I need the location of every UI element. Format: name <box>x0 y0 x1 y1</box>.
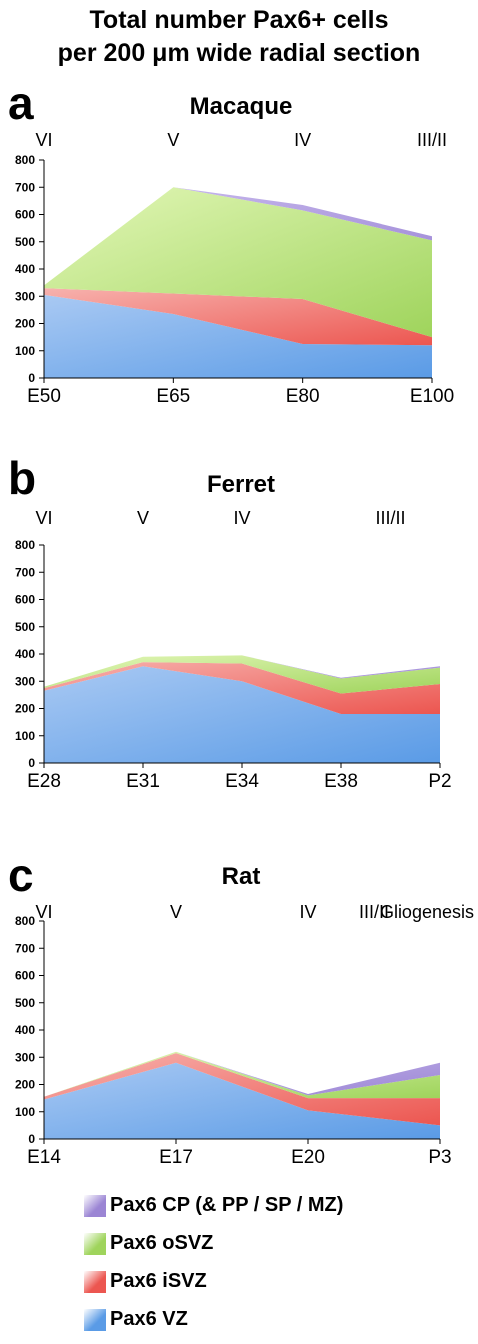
phase-label: VI <box>35 902 53 922</box>
y-tick-label: 400 <box>15 262 35 276</box>
x-tick-label: E31 <box>126 771 160 792</box>
y-tick-label: 0 <box>28 1132 35 1146</box>
y-tick-label: 700 <box>15 941 35 955</box>
y-tick-label: 100 <box>15 344 35 358</box>
phase-label: VI <box>35 508 53 528</box>
y-tick-label: 100 <box>15 729 35 743</box>
area-vz <box>44 666 440 763</box>
panel-title-macaque: Macaque <box>189 93 293 120</box>
legend-swatch-osvz <box>84 1233 106 1255</box>
area-osvz <box>44 187 432 338</box>
y-tick-label: 300 <box>15 289 35 303</box>
phase-label: VI <box>35 130 53 150</box>
x-tick-label: E20 <box>291 1147 325 1168</box>
y-tick-label: 800 <box>15 153 35 167</box>
phase-label: III/II <box>358 902 390 922</box>
legend-swatch-cp <box>84 1195 106 1217</box>
y-tick-label: 400 <box>15 1023 35 1037</box>
x-tick-label: E34 <box>225 771 259 792</box>
x-tick-label: P3 <box>428 1147 451 1168</box>
x-tick-label: E65 <box>156 386 190 407</box>
area-isvz <box>44 1053 440 1126</box>
panel-letter-a: a <box>8 77 34 129</box>
figure-title-line1: Total number Pax6+ cells <box>89 6 389 34</box>
phase-label: III/II <box>375 508 406 528</box>
chart-macaque: 0 100 200 300 400 500 600 700 800 E50 E65 E80 E100 <box>15 153 454 407</box>
x-tick-label: E28 <box>27 771 61 792</box>
phase-label: IV <box>299 902 317 922</box>
y-tick-label: 500 <box>15 620 35 634</box>
y-tick-label: 700 <box>15 180 35 194</box>
legend-swatch-isvz <box>84 1271 106 1293</box>
legend-label-osvz: Pax6 oSVZ <box>110 1232 214 1254</box>
panel-title-ferret: Ferret <box>206 471 276 498</box>
y-tick-label: 300 <box>15 674 35 688</box>
y-tick-label: 0 <box>28 756 35 770</box>
x-tick-label: E50 <box>27 386 61 407</box>
y-tick-label: 300 <box>15 1050 35 1064</box>
panel-letter-b: b <box>8 452 37 504</box>
y-tick-label: 500 <box>15 235 35 249</box>
x-tick-label: E17 <box>159 1147 193 1168</box>
y-tick-label: 700 <box>15 565 35 579</box>
x-tick-label: P2 <box>428 771 451 792</box>
phase-label: III/II <box>416 130 448 150</box>
y-tick-label: 400 <box>15 647 35 661</box>
phase-label: IV <box>294 130 312 150</box>
y-tick-label: 600 <box>15 969 35 983</box>
y-tick-label: 800 <box>15 538 35 552</box>
legend-swatch-vz <box>84 1309 106 1331</box>
x-tick-label: E38 <box>324 771 358 792</box>
y-tick-label: 600 <box>15 593 35 607</box>
legend-label-isvz: Pax6 iSVZ <box>110 1270 207 1292</box>
y-tick-label: 600 <box>15 208 35 222</box>
chart-rat: 0 100 200 300 400 500 600 700 800 E14 E17 E20 P3 <box>15 914 452 1168</box>
y-tick-label: 100 <box>15 1105 35 1119</box>
phase-label: V <box>136 508 150 528</box>
area-osvz <box>44 1051 440 1099</box>
area-isvz <box>44 662 440 714</box>
phase-label: V <box>169 902 183 922</box>
y-tick-label: 800 <box>15 914 35 928</box>
x-tick-label: E100 <box>410 386 454 407</box>
x-tick-label: E80 <box>286 386 320 407</box>
panel-title-rat: Rat <box>221 863 261 890</box>
phase-label: Gliogenesis <box>379 902 474 922</box>
y-tick-label: 0 <box>28 371 35 385</box>
chart-ferret: 0 100 200 300 400 500 600 700 800 E28 E31 E34 E38 P2 <box>15 538 452 792</box>
area-vz <box>44 294 432 378</box>
panel-letter-c: c <box>8 849 34 901</box>
y-tick-label: 200 <box>15 702 35 716</box>
area-osvz <box>44 655 440 694</box>
phase-label: V <box>167 130 180 150</box>
legend-label-vz: Pax6 VZ <box>110 1308 188 1330</box>
area-isvz <box>44 288 432 346</box>
figure-title-line2: per 200 μm wide radial section <box>57 39 421 67</box>
legend-label-cp: Pax6 CP (& PP / SP / MZ) <box>110 1194 344 1216</box>
y-tick-label: 500 <box>15 996 35 1010</box>
y-tick-label: 200 <box>15 1078 35 1092</box>
area-vz <box>44 1062 440 1139</box>
y-tick-label: 200 <box>15 317 35 331</box>
phase-label: IV <box>233 508 251 528</box>
x-tick-label: E14 <box>27 1147 61 1168</box>
